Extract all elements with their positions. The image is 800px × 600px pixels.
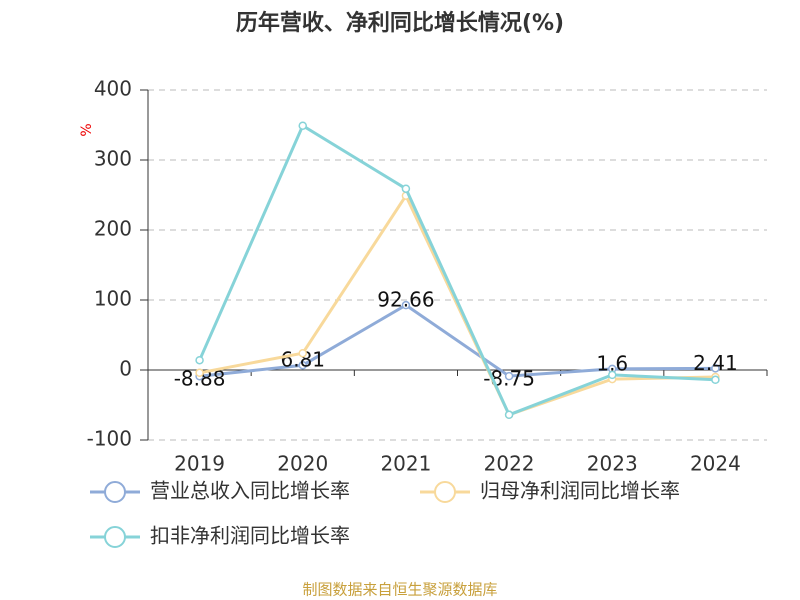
x-tick-label: 2023 xyxy=(587,452,638,476)
point xyxy=(195,355,204,365)
point xyxy=(298,360,307,370)
point xyxy=(504,410,514,420)
y-tick-label: 400 xyxy=(94,77,132,101)
point xyxy=(711,364,720,373)
x-tick-label: 2022 xyxy=(484,452,535,476)
x-tick-label: 2024 xyxy=(690,452,741,476)
point xyxy=(195,368,204,378)
x-tick-label: 2020 xyxy=(277,452,328,476)
legend-label: 扣非净利润同比增长率 xyxy=(150,524,350,548)
series-line xyxy=(199,303,716,378)
y-tick-label: 300 xyxy=(94,147,132,171)
point xyxy=(298,348,307,358)
y-tick-label: 200 xyxy=(94,217,132,241)
legend-label: 营业总收入同比增长率 xyxy=(150,479,350,503)
x-tick-label: 2019 xyxy=(174,452,225,476)
legend-label: 归母净利润同比增长率 xyxy=(480,479,680,503)
point xyxy=(401,184,411,193)
point xyxy=(608,370,617,380)
y-tick-label: 100 xyxy=(94,287,132,311)
legend-marker xyxy=(104,481,126,503)
x-tick-label: 2021 xyxy=(380,452,431,476)
y-tick-label: 0 xyxy=(119,357,132,381)
legend-marker xyxy=(104,526,126,548)
y-tick-label: -100 xyxy=(87,427,132,451)
source-note: 制图数据来自恒生聚源数据库 xyxy=(302,581,497,599)
chart-title: 历年营收、净利同比增长情况(%) xyxy=(236,10,564,36)
series-line xyxy=(198,123,716,417)
data-label: 92.66 xyxy=(377,288,434,312)
y-axis-label: % xyxy=(79,123,95,136)
point xyxy=(504,371,514,381)
point xyxy=(711,375,720,385)
legend-marker xyxy=(434,481,456,503)
data-label: 2.41 xyxy=(693,351,738,375)
point xyxy=(401,300,411,310)
point xyxy=(298,121,307,130)
